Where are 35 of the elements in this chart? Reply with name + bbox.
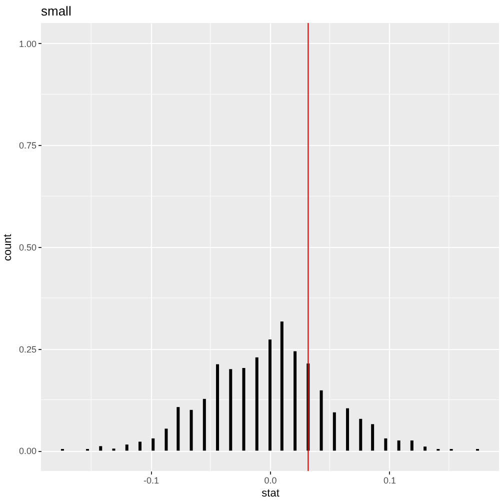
x-tick-label: -0.1 xyxy=(143,476,159,486)
bar xyxy=(410,440,414,451)
bar xyxy=(294,351,297,451)
bar xyxy=(346,408,350,451)
y-axis-title: count xyxy=(2,234,14,261)
x-tick-label: 0.1 xyxy=(384,476,396,486)
bar xyxy=(397,440,400,451)
bar xyxy=(202,398,206,451)
bar xyxy=(255,357,258,451)
bar xyxy=(125,444,128,451)
bar xyxy=(176,407,180,451)
y-tick-label: 0.75 xyxy=(18,140,36,151)
x-tick-label: 0.0 xyxy=(264,476,277,486)
bar xyxy=(152,438,155,451)
bar xyxy=(268,339,272,451)
bar xyxy=(359,418,362,451)
bar xyxy=(424,446,427,451)
bar xyxy=(320,390,323,451)
bar xyxy=(164,428,168,451)
x-axis-title: stat xyxy=(262,488,280,500)
bar xyxy=(280,322,284,451)
y-tick-label: 0.00 xyxy=(18,446,36,456)
bar xyxy=(371,424,374,451)
bar xyxy=(190,410,193,451)
bar xyxy=(332,412,336,451)
bar xyxy=(384,438,388,451)
chart-title: small xyxy=(41,3,72,18)
y-tick-label: 0.50 xyxy=(18,242,36,252)
bar xyxy=(138,442,142,451)
bar xyxy=(216,364,220,451)
y-tick-label: 0.25 xyxy=(18,344,36,354)
y-tick-label: 1.00 xyxy=(18,38,36,49)
bar xyxy=(229,369,232,451)
bar xyxy=(99,446,102,451)
bar xyxy=(242,368,246,451)
